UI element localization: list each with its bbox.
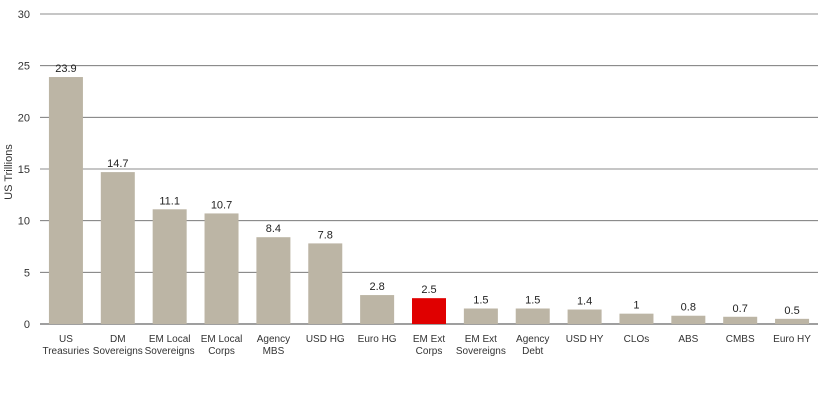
x-tick-label: EM Local Sovereigns [145, 334, 195, 357]
bar [412, 298, 446, 324]
x-tick-label: USD HY [566, 334, 604, 345]
bar [515, 308, 550, 324]
x-tick-label: USD HG [306, 334, 345, 345]
bar [256, 237, 291, 324]
bar [48, 77, 83, 325]
bar [723, 316, 758, 324]
x-tick-label: CMBS [726, 334, 755, 345]
data-label: 8.4 [266, 223, 281, 235]
y-tick-label: 15 [18, 164, 30, 176]
x-tick-label: DM Sovereigns [93, 334, 143, 357]
y-axis-label: US Trillions [3, 144, 15, 200]
x-tick-label: Agency MBS [257, 334, 290, 357]
bar [204, 213, 239, 324]
data-label: 2.8 [369, 281, 384, 293]
data-label: 23.9 [55, 63, 76, 75]
data-label: 0.5 [784, 305, 799, 317]
data-label: 14.7 [107, 158, 128, 170]
data-label: 7.8 [318, 229, 333, 241]
bar [100, 172, 135, 324]
bar [360, 295, 395, 324]
x-tick-label: US Treasuries [42, 334, 89, 357]
x-tick-label: EM Ext Sovereigns [456, 334, 506, 357]
y-tick-label: 30 [18, 9, 30, 21]
bar [152, 209, 187, 324]
data-label: 1.5 [473, 295, 488, 307]
data-label: 2.5 [421, 284, 436, 296]
data-label: 0.7 [733, 303, 748, 315]
bar [619, 313, 654, 324]
x-tick-label: Agency Debt [516, 334, 549, 357]
y-tick-label: 5 [24, 267, 30, 279]
x-tick-label: Euro HG [358, 334, 397, 345]
y-tick-label: 20 [18, 112, 30, 124]
data-label: 1.5 [525, 295, 540, 307]
bar [463, 308, 498, 324]
data-label: 0.8 [681, 302, 696, 314]
bar [308, 243, 343, 324]
bar [671, 315, 706, 324]
y-tick-label: 0 [24, 319, 30, 331]
data-labels: 23.914.711.1 10.78.47.82.8 2.51.5 1.5 1.4 1 0.… [55, 63, 799, 317]
bar [775, 318, 810, 324]
data-label: 1 [633, 300, 639, 312]
y-tick-label: 25 [18, 61, 30, 73]
y-tick-label: 10 [18, 216, 30, 228]
bar [567, 309, 602, 324]
x-tick-label: EM Ext Corps [413, 334, 445, 357]
bars [48, 77, 810, 325]
data-label: 11.1 [159, 195, 180, 207]
data-label: 1.4 [577, 296, 592, 308]
y-axis-ticks: 0 5 10 15 20 25 30 [18, 9, 30, 331]
x-tick-label: Euro HY [773, 334, 811, 345]
x-tick-label: EM Local Corps [201, 334, 243, 357]
data-label: 10.7 [211, 199, 232, 211]
x-tick-label: CLOs [624, 334, 650, 345]
x-tick-label: ABS [678, 334, 698, 345]
